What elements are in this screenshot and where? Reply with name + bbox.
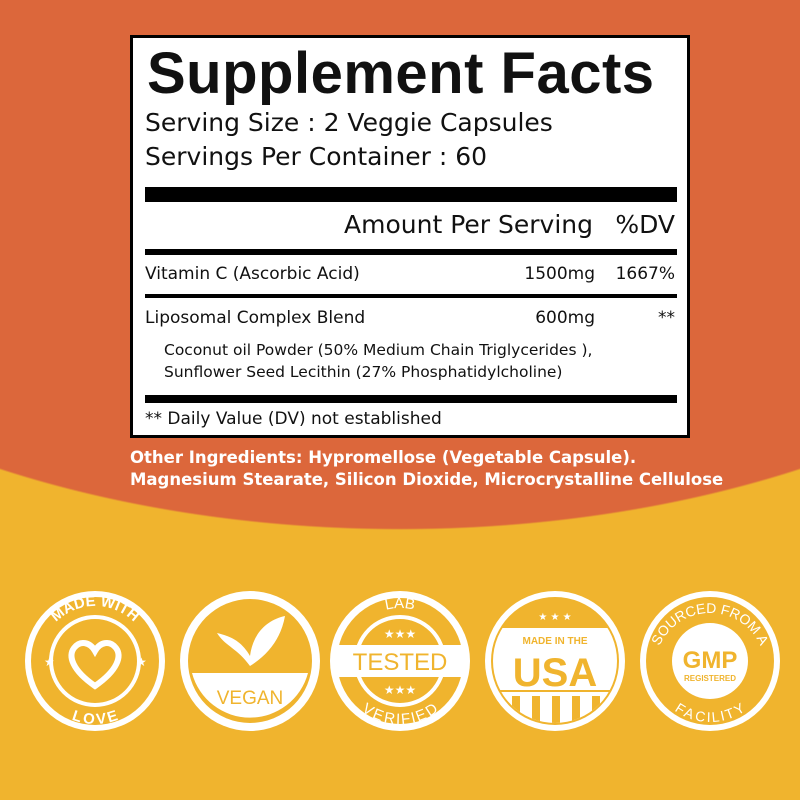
nutrient-amount: 1500mg	[524, 264, 595, 284]
badge-sub-text: REGISTERED	[684, 674, 736, 683]
blend-ingredients-1: Coconut oil Powder (50% Medium Chain Tri…	[164, 341, 593, 359]
badge-top-text: MADE IN THE	[523, 636, 588, 647]
badge-center-text: VEGAN	[217, 688, 284, 709]
star-icon: ★ ★ ★	[538, 612, 571, 623]
badge-center-text: TESTED	[353, 649, 448, 676]
heart-icon	[68, 640, 122, 690]
divider	[145, 294, 677, 298]
divider	[145, 249, 677, 255]
made-in-usa-badge: ★ ★ ★ MADE IN THE USA	[485, 591, 625, 731]
made-with-love-badge: MADE WITH LOVE ★ ★	[25, 591, 165, 731]
amount-header: Amount Per Serving	[344, 210, 593, 239]
badge-center-text: USA	[513, 651, 597, 695]
servings-per-container: Servings Per Container : 60	[145, 142, 488, 171]
badge-row: MADE WITH LOVE ★ ★ VEGAN LAB VERIFIED TE…	[0, 580, 800, 740]
gmp-facility-badge: SOURCED FROM A FACILITY GMP REGISTERED	[640, 591, 780, 731]
badge-top-text: LAB	[383, 595, 416, 614]
star-icon: ★★★	[384, 627, 416, 641]
nutrient-dv: 1667%	[615, 264, 675, 284]
badge-center-text: GMP	[683, 647, 738, 674]
nutrient-name: Liposomal Complex Blend	[145, 308, 366, 328]
serving-size: Serving Size : 2 Veggie Capsules	[145, 108, 553, 137]
nutrient-amount: 600mg	[535, 308, 595, 328]
gmp-icon	[672, 623, 748, 699]
other-ingredients-line2: Magnesium Stearate, Silicon Dioxide, Mic…	[130, 470, 724, 489]
dv-header: %DV	[615, 210, 675, 239]
footnote: ** Daily Value (DV) not established	[145, 409, 442, 429]
star-icon: ★	[136, 655, 147, 669]
nutrient-name: Vitamin C (Ascorbic Acid)	[145, 264, 360, 284]
blend-ingredients-2: Sunflower Seed Lecithin (27% Phosphatidy…	[164, 363, 563, 381]
svg-text:LAB: LAB	[383, 595, 416, 614]
divider	[145, 395, 677, 403]
supplement-facts-panel: Supplement Facts Serving Size : 2 Veggie…	[130, 35, 690, 438]
lab-tested-badge: LAB VERIFIED TESTED ★★★ ★★★	[330, 591, 470, 731]
vegan-badge: VEGAN	[180, 591, 320, 731]
other-ingredients-line1: Other Ingredients: Hypromellose (Vegetab…	[130, 448, 637, 467]
star-icon: ★	[44, 655, 55, 669]
panel-title: Supplement Facts	[147, 41, 655, 106]
divider-thick	[145, 187, 677, 202]
other-ingredients: Other Ingredients: Hypromellose (Vegetab…	[130, 447, 730, 491]
leaf-icon	[217, 616, 285, 666]
nutrient-dv: **	[658, 308, 675, 328]
star-icon: ★★★	[384, 683, 416, 697]
